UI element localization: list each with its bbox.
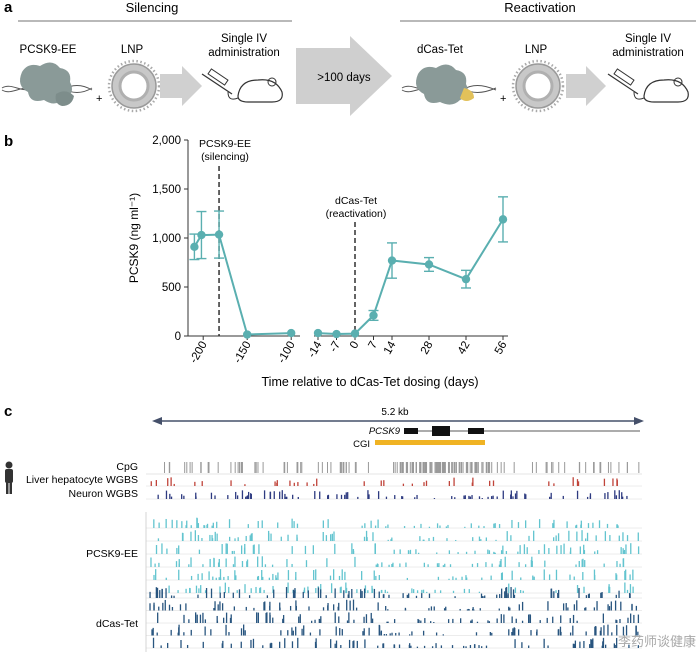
track-label-liver: Liver hepatocyte WGBS [26, 474, 138, 486]
administration-label-left: administration [208, 47, 280, 59]
y-axis-label: PCSK9 (ng ml⁻¹) [127, 193, 141, 283]
lnp-label-right: LNP [525, 44, 548, 56]
y-axis: 0 500 1,000 1,500 2,000 [152, 135, 189, 343]
scale-bar [152, 417, 644, 425]
panel-c-label: c [4, 403, 12, 420]
annotation-reactivation: (reactivation) [326, 208, 387, 220]
data-point [369, 311, 378, 320]
x-axis-label: Time relative to dCas-Tet dosing (days) [262, 375, 479, 389]
x-tick-label: -7 [328, 340, 344, 355]
x-tick-label: -200 [188, 340, 210, 366]
x-tick-label: 56 [493, 340, 510, 357]
pcsk9ee-label: PCSK9-EE [20, 44, 77, 56]
data-point [350, 329, 360, 338]
x-tick-label: 14 [382, 339, 399, 357]
watermark: 李药师谈健康 [618, 634, 696, 649]
days-arrow [296, 36, 392, 116]
x-axis: -200 -150 -100 -14 -7 0 7 14 28 42 56 [188, 335, 510, 366]
annotation-silencing: (silencing) [201, 151, 249, 163]
administration-label-right: administration [612, 47, 684, 59]
y-tick-label: 0 [175, 331, 181, 343]
panel-b: b 0 500 1,000 1,500 2,000 -200 -150 -100 -14 -7 0… [4, 133, 510, 389]
x-tick-label: -14 [306, 339, 325, 360]
plus-sign-left: + [96, 93, 102, 105]
scale-label: 5.2 kb [381, 407, 409, 418]
single-iv-label-left: Single IV [221, 33, 267, 45]
data-point [287, 328, 296, 338]
y-tick-label: 1,500 [152, 184, 181, 196]
dna-protein-icon-right [401, 64, 497, 105]
lnp-label-left: LNP [121, 44, 144, 56]
syringe-icon-right [607, 68, 639, 95]
data-point [332, 329, 341, 339]
data-point [387, 256, 397, 265]
panel-a-label: a [4, 0, 13, 16]
person-icon [5, 461, 13, 494]
lnp-icon-right [511, 59, 565, 113]
reactivation-header: Reactivation [504, 0, 576, 15]
series-line-segment [317, 218, 504, 336]
flow-arrow-left [160, 66, 202, 106]
syringe-icon-left [201, 68, 233, 95]
plus-sign-right: + [500, 93, 506, 105]
annotation-dcastet: dCas-Tet [335, 195, 377, 207]
dcastet-label: dCas-Tet [417, 44, 464, 56]
methylation-tracks [145, 462, 642, 652]
data-point [498, 215, 508, 224]
mouse-icon-left [227, 77, 283, 103]
data-point [424, 260, 434, 269]
flow-arrow-right [566, 66, 606, 106]
panel-c: c 5.2 kb PCSK9 CGI CpG Liver hepatocyte … [4, 403, 644, 652]
mouse-icon-right [633, 77, 689, 103]
x-tick-label: 7 [367, 340, 381, 352]
data-point [214, 230, 224, 239]
track-label-neuron: Neuron WGBS [69, 488, 138, 500]
x-tick-label: 0 [348, 340, 362, 352]
series-line-segment [193, 233, 292, 336]
x-tick-label: -100 [276, 340, 298, 366]
y-tick-label: 500 [162, 282, 181, 294]
data-point [461, 274, 471, 284]
data-point [243, 330, 252, 339]
single-iv-label-right: Single IV [625, 33, 671, 45]
silencing-header: Silencing [126, 0, 179, 15]
days-arrow-label: >100 days [317, 72, 371, 84]
data-point [190, 242, 199, 252]
data-point [313, 328, 323, 338]
panel-b-label: b [4, 133, 13, 150]
lnp-icon-left [107, 59, 161, 113]
x-tick-label: -150 [232, 340, 254, 366]
gene-label: PCSK9 [369, 426, 401, 437]
group-label-dcastet: dCas-Tet [96, 618, 138, 630]
cgi-bar [375, 440, 485, 445]
dna-protein-icon-left [1, 62, 93, 106]
group-label-pcsk9ee: PCSK9-EE [86, 548, 138, 560]
cgi-label: CGI [353, 439, 370, 450]
pcsk9-series [189, 196, 508, 339]
x-tick-label: 28 [419, 340, 436, 357]
x-tick-label: 42 [456, 340, 473, 357]
data-point [197, 230, 206, 240]
track-label-cpg: CpG [116, 461, 138, 473]
panel-a: a Silencing Reactivation PCSK9-EE LNP Si… [1, 0, 696, 116]
gene-model [404, 426, 640, 436]
annotation-pcsk9ee: PCSK9-EE [199, 138, 251, 150]
y-tick-label: 1,000 [152, 233, 181, 245]
y-tick-label: 2,000 [152, 135, 181, 147]
